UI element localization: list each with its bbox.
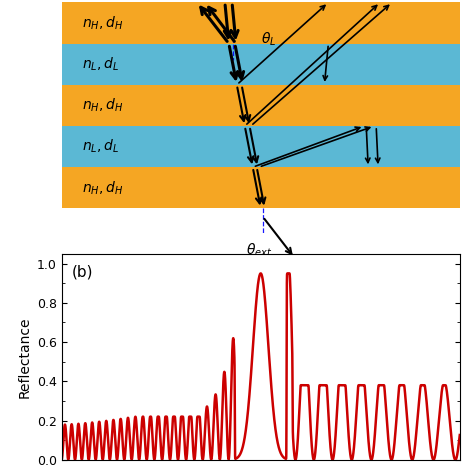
- Text: $n_L, d_L$: $n_L, d_L$: [82, 138, 119, 155]
- Text: $n_L, d_L$: $n_L, d_L$: [82, 55, 119, 73]
- Bar: [62, 167, 460, 209]
- Text: $\theta_L$: $\theta_L$: [261, 31, 276, 48]
- Text: $n_H, d_H$: $n_H, d_H$: [82, 97, 123, 114]
- Bar: [62, 2, 460, 44]
- Text: $n_H, d_H$: $n_H, d_H$: [82, 14, 123, 32]
- Bar: [62, 85, 460, 126]
- Text: $\theta_{ext}$: $\theta_{ext}$: [246, 241, 272, 259]
- Y-axis label: Reflectance: Reflectance: [17, 316, 31, 398]
- Bar: [62, 44, 460, 85]
- Text: $n_H, d_H$: $n_H, d_H$: [82, 179, 123, 197]
- Bar: [62, 126, 460, 167]
- Text: (b): (b): [72, 264, 93, 279]
